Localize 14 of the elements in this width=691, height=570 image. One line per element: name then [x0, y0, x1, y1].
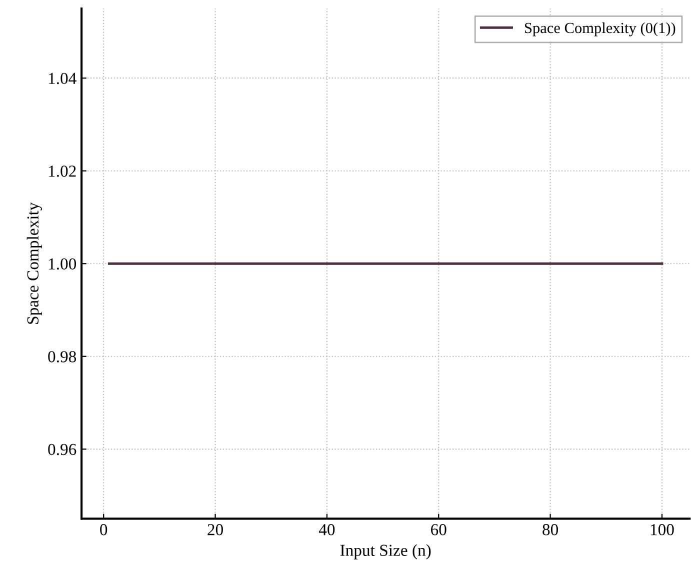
x-tick-label: 100: [650, 524, 674, 536]
x-tick-label: 20: [208, 524, 223, 536]
x-tick-label: 0: [100, 524, 108, 536]
y-axis-title: Space Complexity: [26, 202, 42, 324]
legend-label: Space Complexity (0(1)): [525, 22, 676, 36]
y-tick-label: 0.96: [48, 444, 76, 456]
y-tick-label: 1.02: [48, 166, 76, 177]
y-tick-label: 1.00: [48, 258, 76, 270]
x-tick-label: 60: [431, 524, 446, 536]
x-tick-label: 80: [542, 524, 558, 536]
y-tick-label: 0.98: [48, 351, 76, 362]
x-axis-title: Input Size (n): [340, 544, 431, 560]
x-tick-label: 40: [318, 524, 335, 536]
y-tick-label: 1.04: [48, 72, 76, 84]
